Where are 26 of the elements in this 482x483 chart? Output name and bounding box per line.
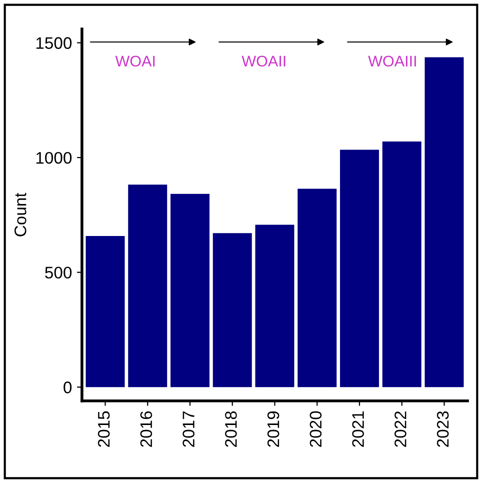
x-tick-label: 2016 [140,411,152,447]
x-tick-label: 2018 [225,411,237,447]
bar [170,194,210,388]
x-tick-label: 2021 [352,411,364,447]
annotation: WOAI [115,56,155,67]
bar [340,150,379,388]
y-tick-label: 1500 [36,37,72,49]
y-tick-label: 0 [64,382,72,394]
bar [255,224,294,388]
annotation: WOAII [242,56,286,67]
x-tick-label: 2023 [436,411,449,447]
bar [424,57,464,388]
x-tick-label: 2015 [98,411,110,447]
bar [128,184,168,388]
x-tick-label: 2019 [267,411,280,447]
x-tick-label: 2022 [394,411,406,447]
annotation: WOAIII [368,56,416,67]
bar [212,233,252,388]
x-tick-label: 2017 [182,411,194,447]
y-tick-label: 500 [45,266,72,279]
x-tick-label: 2020 [310,411,322,447]
y-axis-title: Count [14,192,26,236]
bar [86,236,125,388]
y-tick-label: 1000 [36,152,72,164]
bar [298,188,337,388]
bar [382,141,422,388]
